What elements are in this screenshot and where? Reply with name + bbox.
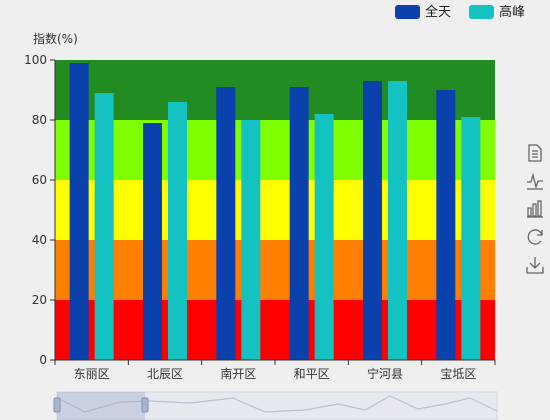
data-zoom-track[interactable] <box>56 391 498 420</box>
bar-全天-南开区[interactable] <box>216 87 236 360</box>
y-tick-label: 0 <box>39 353 47 367</box>
y-tick-label: 40 <box>32 233 47 247</box>
bar-高峰-南开区[interactable] <box>241 120 261 360</box>
data-zoom-slider[interactable] <box>53 391 498 420</box>
bar-高峰-北辰区[interactable] <box>168 102 187 360</box>
legend-item-高峰[interactable]: 高峰 <box>469 4 525 20</box>
x-tick-label: 南开区 <box>220 366 256 381</box>
save-image-icon[interactable] <box>526 257 544 274</box>
data-view-icon[interactable] <box>528 144 542 162</box>
band-60-80 <box>55 120 495 180</box>
data-zoom-preview-line <box>56 395 498 413</box>
band-0-20 <box>55 300 495 360</box>
bar-高峰-宝坻区[interactable] <box>461 117 481 360</box>
legend-item-全天[interactable]: 全天 <box>395 4 451 20</box>
bar-高峰-宁河县[interactable] <box>388 81 407 360</box>
bar-chart-icon[interactable] <box>527 200 543 218</box>
axes: 0 20 40 60 80 100 东丽区 北辰区 南开区 和平区 宁河县 宝坻区 <box>24 53 496 381</box>
bar-全天-东丽区[interactable] <box>69 63 89 360</box>
band-80-100 <box>55 60 495 120</box>
legend-swatch <box>395 5 420 19</box>
legend-swatch <box>469 5 494 19</box>
legend[interactable]: 全天 高峰 <box>395 4 525 20</box>
y-axis-label: 指数(%) <box>33 31 78 46</box>
data-zoom-handle-right[interactable] <box>141 397 149 413</box>
x-tick-label: 东丽区 <box>74 367 110 381</box>
x-tick-label: 宝坻区 <box>440 366 476 381</box>
x-tick-label: 和平区 <box>294 367 330 381</box>
y-tick-label: 100 <box>24 53 47 67</box>
toolbox <box>526 144 544 274</box>
legend-label: 高峰 <box>499 4 525 20</box>
data-zoom-window[interactable] <box>57 392 145 420</box>
legend-label: 全天 <box>425 4 451 20</box>
bar-series <box>69 63 481 360</box>
data-zoom-handle-left[interactable] <box>53 397 61 413</box>
band-40-60 <box>55 180 495 240</box>
x-tick-label: 宁河县 <box>367 366 403 381</box>
restore-icon[interactable] <box>527 229 543 245</box>
bar-全天-宁河县[interactable] <box>363 81 382 360</box>
y-tick-label: 60 <box>32 173 47 187</box>
bar-全天-北辰区[interactable] <box>143 123 162 360</box>
band-20-40 <box>55 240 495 300</box>
bar-高峰-东丽区[interactable] <box>94 93 114 360</box>
bar-全天-和平区[interactable] <box>289 87 309 360</box>
background-bands <box>55 60 495 360</box>
y-tick-label: 20 <box>32 293 47 307</box>
bar-高峰-和平区[interactable] <box>314 114 334 360</box>
line-chart-icon[interactable] <box>527 172 543 190</box>
x-tick-label: 北辰区 <box>147 367 183 381</box>
y-tick-label: 80 <box>32 113 47 127</box>
bar-全天-宝坻区[interactable] <box>436 90 456 360</box>
